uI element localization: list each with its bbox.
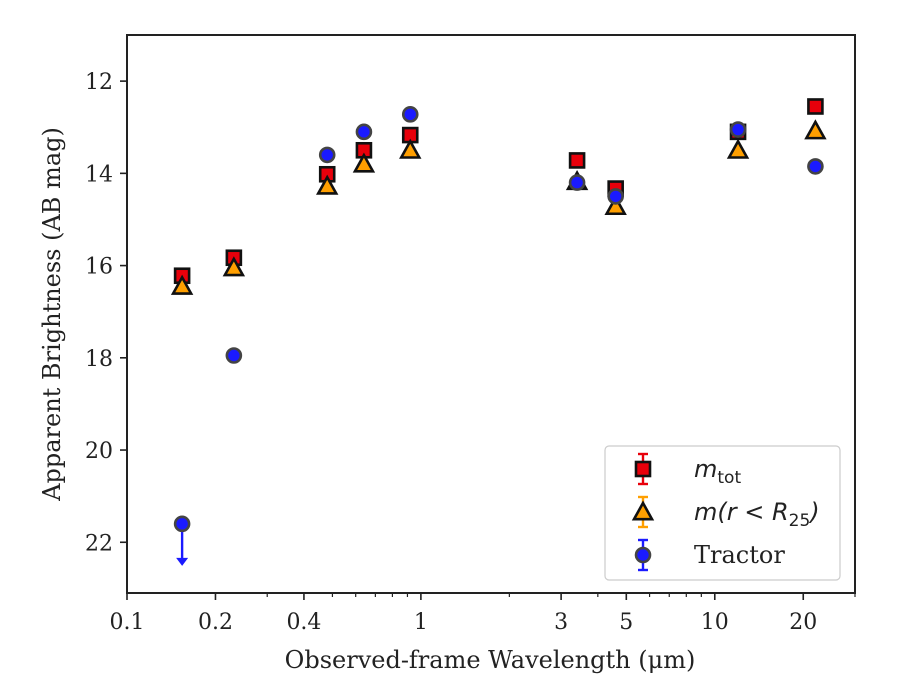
y-tick-label: 12	[85, 70, 113, 95]
x-tick-label: 0.1	[110, 610, 145, 635]
x-tick-label: 3	[554, 610, 568, 635]
data-point-s2-p7	[729, 121, 747, 138]
data-point-s1-p7	[726, 138, 750, 159]
x-tick-label: 20	[789, 610, 817, 635]
data-point-s2-p0	[173, 515, 191, 533]
legend-marker-circle	[634, 546, 652, 564]
y-tick-label: 14	[85, 162, 113, 187]
axis-ticks: 0.1 0.2 0.4 1 3 5 10 20 12 14 16 18 20 22	[85, 70, 856, 635]
upper-limit-arrow-head	[176, 557, 189, 566]
data-point-s1-p2	[316, 174, 339, 195]
x-axis-label: Observed-frame Wavelength (μm)	[285, 646, 696, 674]
data-point-s1-p3	[352, 152, 376, 173]
x-tick-label: 10	[701, 610, 729, 635]
data-point-s2-p4	[401, 106, 419, 123]
legend-label: mtot	[694, 455, 741, 488]
x-tick-label: 0.4	[286, 610, 321, 635]
data-point-s2-p2	[318, 146, 336, 164]
data-point-s1-p0	[170, 274, 194, 295]
y-axis-label: Apparent Brightness (AB mag)	[38, 127, 66, 502]
x-tick-label: 0.2	[198, 610, 233, 635]
data-point-s1-p8	[804, 119, 827, 140]
legend-box	[604, 445, 841, 581]
legend: mtot m(r < R25) Tractor	[604, 445, 841, 581]
data-point-s1-p4	[399, 138, 422, 159]
data-point-s0-p5	[568, 152, 586, 169]
legend-label: m(r < R25)	[694, 498, 820, 531]
y-tick-label: 22	[85, 531, 113, 556]
data-point-s2-p5	[568, 174, 586, 191]
x-tick-label: 5	[619, 610, 633, 635]
legend-marker-triangle	[631, 500, 655, 521]
data-point-s2-p8	[807, 158, 824, 175]
legend-label: Tractor	[694, 541, 785, 569]
data-point-s1-p1	[222, 256, 246, 277]
y-tick-label: 18	[85, 347, 113, 372]
x-tick-label: 1	[414, 610, 428, 635]
data-point-s2-p1	[225, 347, 243, 364]
legend-marker-square	[634, 460, 652, 478]
data-point-s1-p6	[604, 194, 627, 216]
data-point-s0-p8	[807, 98, 824, 115]
data-point-s2-p6	[607, 188, 624, 205]
y-tick-label: 20	[85, 439, 113, 464]
y-tick-label: 16	[85, 255, 113, 280]
data-point-s2-p3	[355, 123, 373, 141]
plot-frame	[126, 34, 856, 594]
